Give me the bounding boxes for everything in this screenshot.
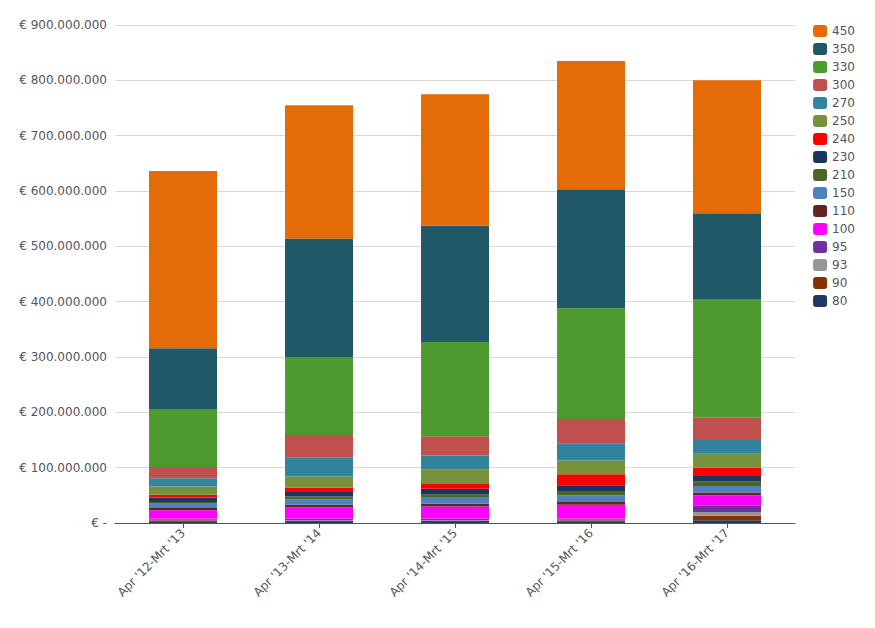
svg-text:95: 95 [832,240,847,254]
svg-text:150: 150 [832,186,855,200]
svg-text:110: 110 [832,204,855,218]
svg-text:€ 700.000.000: € 700.000.000 [19,129,107,143]
svg-text:100: 100 [832,222,855,236]
svg-text:€ 600.000.000: € 600.000.000 [19,184,107,198]
svg-text:80: 80 [832,294,847,308]
svg-text:Apr '13-Mrt '14: Apr '13-Mrt '14 [251,526,324,599]
svg-text:Apr '15-Mrt '16: Apr '15-Mrt '16 [523,526,596,599]
svg-text:Apr '16-Mrt '17: Apr '16-Mrt '17 [659,526,732,599]
svg-text:€ 400.000.000: € 400.000.000 [19,295,107,309]
svg-text:€ -: € - [91,516,107,530]
svg-text:230: 230 [832,150,855,164]
svg-text:€ 100.000.000: € 100.000.000 [19,461,107,475]
svg-text:90: 90 [832,276,847,290]
svg-text:350: 350 [832,42,855,56]
svg-text:Apr '14-Mrt '15: Apr '14-Mrt '15 [387,526,460,599]
svg-text:€ 300.000.000: € 300.000.000 [19,350,107,364]
svg-text:€ 200.000.000: € 200.000.000 [19,405,107,419]
svg-text:93: 93 [832,258,847,272]
svg-text:250: 250 [832,114,855,128]
svg-text:330: 330 [832,60,855,74]
svg-text:300: 300 [832,78,855,92]
svg-text:210: 210 [832,168,855,182]
svg-text:240: 240 [832,132,855,146]
svg-text:€ 500.000.000: € 500.000.000 [19,239,107,253]
svg-text:€ 800.000.000: € 800.000.000 [19,73,107,87]
svg-text:€ 900.000.000: € 900.000.000 [19,18,107,32]
svg-text:450: 450 [832,24,855,38]
svg-text:Apr '12-Mrt '13: Apr '12-Mrt '13 [115,526,188,599]
svg-text:270: 270 [832,96,855,110]
